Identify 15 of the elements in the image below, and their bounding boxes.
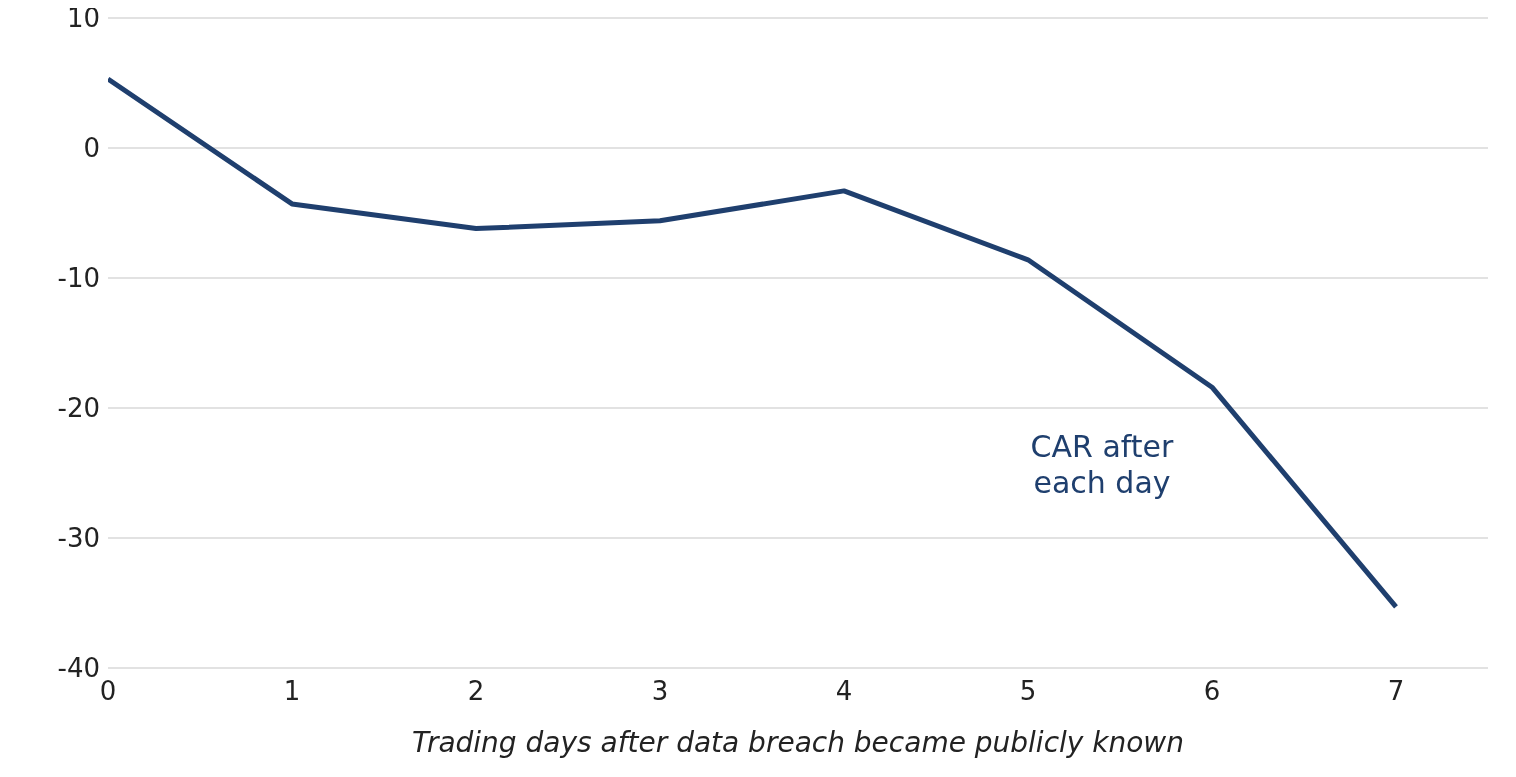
- x-tick-label: 6: [1203, 676, 1221, 707]
- x-tick-label: 4: [835, 676, 853, 707]
- y-tick-label: -40: [57, 653, 100, 684]
- series-label: CAR after each day: [1030, 429, 1175, 501]
- y-tick-label: 10: [66, 3, 100, 34]
- y-tick-label: 0: [83, 133, 100, 164]
- x-tick-label: 3: [651, 676, 669, 707]
- x-tick-label: 7: [1387, 676, 1405, 707]
- y-tick-label: -10: [57, 263, 100, 294]
- x-tick-label: 1: [283, 676, 301, 707]
- x-axis-title: Trading days after data breach became publicly known: [411, 726, 1185, 759]
- x-tick-label: 2: [467, 676, 485, 707]
- y-tick-label: -20: [57, 393, 100, 424]
- x-tick-label: 5: [1019, 676, 1037, 707]
- y-tick-label: -30: [57, 523, 100, 554]
